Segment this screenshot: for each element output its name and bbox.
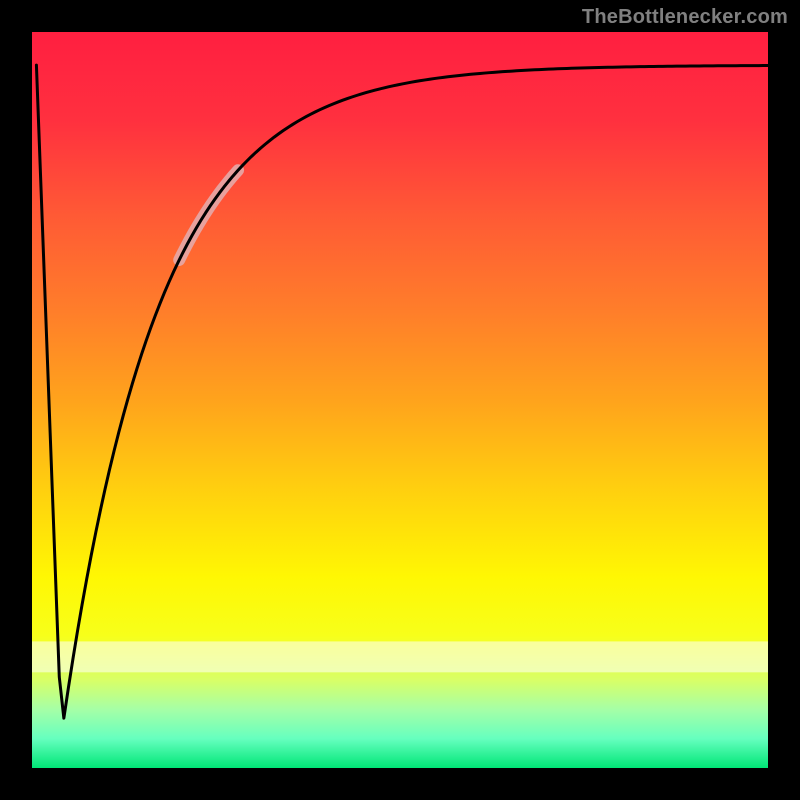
bottleneck-chart: [0, 0, 800, 800]
highlight-white-band: [32, 641, 768, 672]
watermark-text: TheBottlenecker.com: [582, 6, 788, 28]
chart-container: TheBottlenecker.com: [0, 0, 800, 800]
watermark: TheBottlenecker.com: [582, 6, 788, 29]
